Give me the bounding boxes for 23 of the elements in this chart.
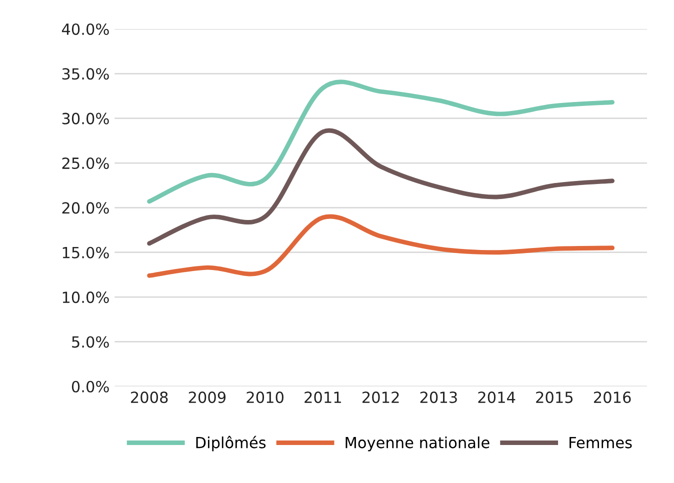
y-tick-label: 15.0% bbox=[62, 246, 109, 258]
legend-label: Femmes bbox=[570, 436, 632, 448]
x-tick-label: 2008 bbox=[130, 392, 168, 404]
legend-label: Diplômés bbox=[196, 436, 266, 452]
line-series bbox=[147, 214, 615, 278]
y-tick-label: 20.0% bbox=[62, 202, 109, 214]
x-tick-label: 2012 bbox=[362, 392, 399, 404]
x-tick-label: 2009 bbox=[188, 392, 226, 404]
x-tick-label: 2013 bbox=[420, 392, 457, 404]
y-tick-label: 40.0% bbox=[62, 23, 109, 35]
x-tick-label: 2010 bbox=[246, 392, 284, 404]
line-series bbox=[147, 128, 615, 246]
x-tick-label: 2016 bbox=[594, 392, 631, 404]
legend-label: Moyenne nationale bbox=[346, 436, 490, 452]
y-tick-label: 0.0% bbox=[72, 380, 109, 392]
y-tick-label: 10.0% bbox=[62, 292, 109, 304]
x-tick-label: 2011 bbox=[304, 392, 341, 404]
y-tick-label: 35.0% bbox=[62, 68, 109, 80]
y-tick-label: 30.0% bbox=[62, 112, 109, 124]
x-tick-label: 2015 bbox=[536, 392, 573, 404]
x-tick-label: 2014 bbox=[478, 392, 516, 404]
y-tick-label: 5.0% bbox=[72, 336, 109, 348]
y-tick-label: 25.0% bbox=[62, 157, 109, 170]
